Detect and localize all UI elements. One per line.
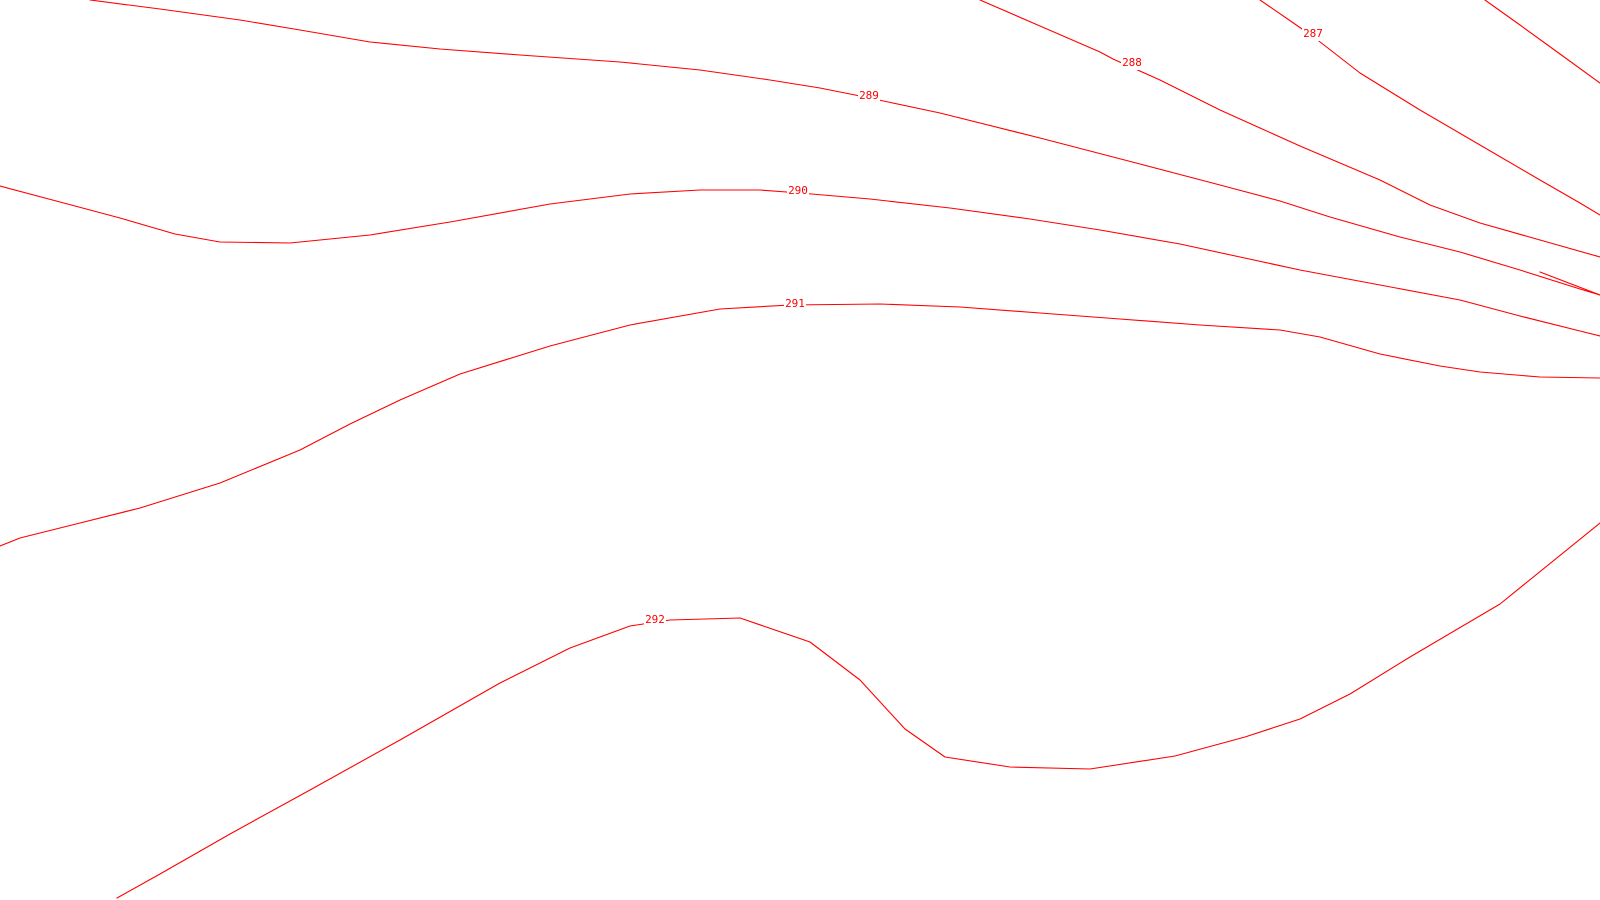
- contour-label-292: 292: [644, 613, 666, 627]
- contour-line-287-a: [1484, 0, 1600, 84]
- contour-label-291-text: 291: [785, 297, 805, 310]
- contour-label-291: 291: [784, 297, 806, 311]
- contour-label-290-text: 290: [788, 184, 808, 197]
- contour-label-290: 290: [787, 184, 809, 198]
- contour-line-292: [116, 522, 1600, 899]
- contour-line-291: [0, 303, 1600, 547]
- contour-label-287-text: 287: [1303, 27, 1323, 40]
- contour-label-289: 289: [858, 89, 880, 103]
- contour-line-290: [0, 185, 1600, 337]
- contour-line-288: [979, 0, 1600, 258]
- contour-line-288-b: [1539, 271, 1600, 296]
- contour-line-289: [89, 0, 1600, 296]
- contour-line-287: [1259, 0, 1600, 216]
- contour-label-289-text: 289: [859, 89, 879, 102]
- contour-label-287: 287: [1302, 27, 1324, 41]
- contour-label-292-text: 292: [645, 613, 665, 626]
- contour-label-288-text: 288: [1122, 56, 1142, 69]
- contour-label-288: 288: [1121, 56, 1143, 70]
